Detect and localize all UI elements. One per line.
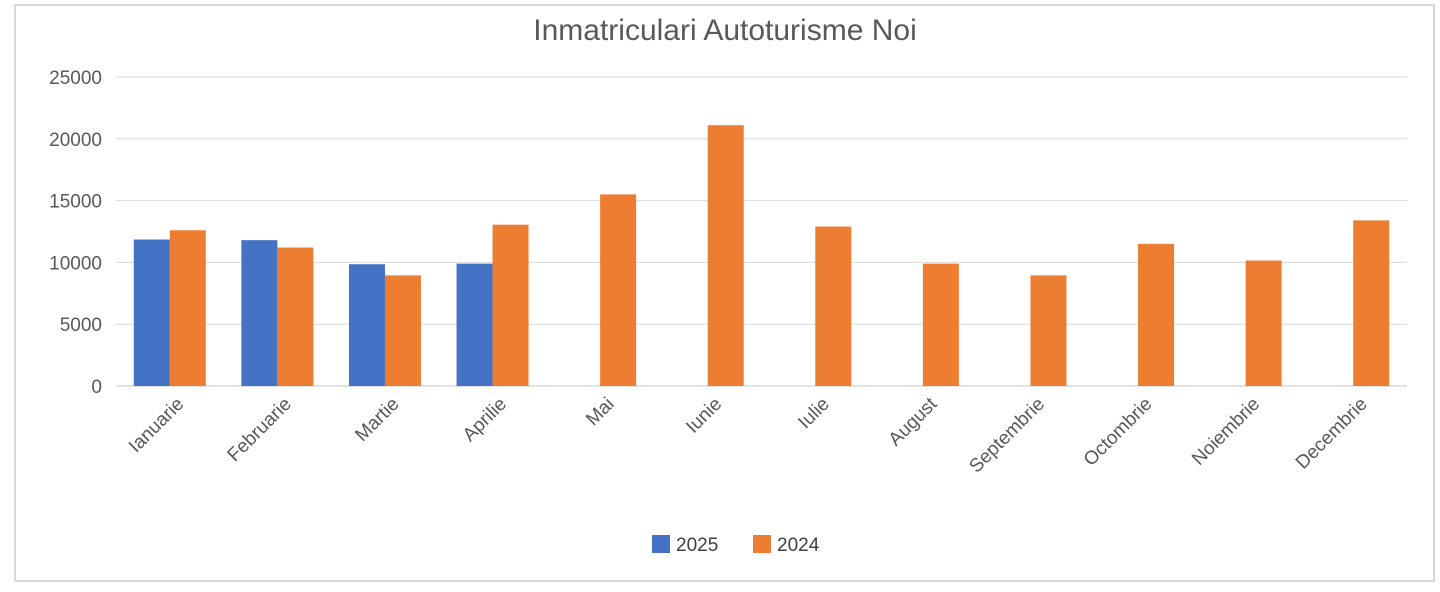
legend-label-2025: 2025 — [676, 535, 718, 556]
bars — [133, 125, 1390, 386]
x-tick-label: Noiembrie — [1188, 394, 1264, 470]
x-tick-label: Februarie — [224, 394, 296, 466]
x-axis-ticks: Ianuarie Februarie Martie Aprilie Mai Iunie Iu… — [125, 393, 1372, 477]
gridlines — [116, 76, 1407, 387]
bar-2024-noiembrie — [1245, 260, 1282, 386]
bar-2025-martie — [348, 264, 385, 386]
legend-label-2024: 2024 — [777, 535, 820, 556]
x-tick-label: Iunie — [682, 394, 726, 438]
legend-swatch-2024 — [753, 535, 771, 553]
x-tick-label: Ianuarie — [125, 394, 188, 457]
y-tick-label: 5000 — [60, 315, 102, 336]
x-tick-label: Iulie — [794, 394, 833, 433]
y-axis-ticks: 0 5000 10000 15000 20000 25000 — [49, 68, 102, 398]
bar-2024-martie — [384, 275, 421, 386]
y-tick-label: 15000 — [49, 192, 102, 213]
bar-2024-februarie — [277, 247, 314, 386]
y-tick-label: 10000 — [49, 253, 102, 274]
bar-2024-decembrie — [1353, 220, 1390, 386]
bar-2024-aprilie — [492, 224, 529, 386]
x-tick-label: Aprilie — [459, 394, 511, 446]
x-tick-label: Septembrie — [965, 394, 1049, 478]
legend-swatch-2025 — [652, 535, 670, 553]
x-tick-label: Decembrie — [1292, 394, 1372, 474]
bar-2024-ianuarie — [169, 230, 206, 386]
bar-2024-august — [922, 263, 959, 386]
legend: 2025 2024 — [652, 535, 820, 556]
x-tick-label: Martie — [351, 394, 403, 446]
x-tick-label: Octombrie — [1080, 394, 1157, 471]
y-tick-label: 25000 — [49, 68, 102, 89]
bar-2024-iunie — [707, 125, 744, 386]
bar-2025-februarie — [241, 240, 278, 386]
bar-2024-septembrie — [1030, 275, 1067, 386]
bar-2025-ianuarie — [133, 239, 170, 386]
y-tick-label: 20000 — [49, 130, 102, 151]
x-tick-label: Mai — [582, 394, 619, 431]
y-tick-label: 0 — [91, 377, 102, 398]
bar-2024-iulie — [815, 226, 852, 386]
chart-title: Inmatriculari Autoturisme Noi — [533, 14, 916, 47]
bar-2024-octombrie — [1138, 243, 1175, 386]
bar-2024-mai — [600, 194, 637, 386]
bar-2025-aprilie — [456, 263, 493, 386]
x-tick-label: August — [885, 393, 942, 450]
